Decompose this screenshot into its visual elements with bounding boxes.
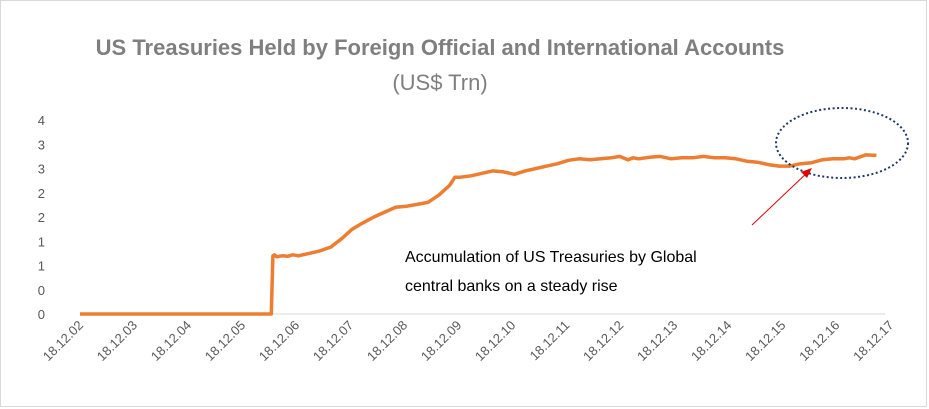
chart-title-unit: (US$ Trn): [392, 70, 488, 95]
x-axis-ticks: 18.12.02 18.12.03 18.12.04 18.12.05 18.12.06…: [40, 318, 897, 364]
y-tick-label: 2: [38, 186, 45, 201]
x-tick-label: 18.12.07: [310, 318, 356, 364]
x-tick-label: 18.12.16: [796, 318, 842, 364]
y-tick-label: 3: [38, 162, 45, 177]
x-tick-label: 18.12.17: [850, 318, 896, 364]
series-line: [80, 153, 877, 316]
y-tick-label: 0: [38, 283, 45, 298]
y-tick-label: 2: [38, 210, 45, 225]
x-tick-label: 18.12.06: [256, 318, 302, 364]
y-tick-label: 3: [38, 137, 45, 152]
x-tick-label: 18.12.13: [634, 318, 680, 364]
x-tick-label: 18.12.08: [364, 318, 410, 364]
x-tick-label: 18.12.09: [418, 318, 464, 364]
x-tick-label: 18.12.14: [688, 318, 734, 364]
annotation-arrow: [751, 169, 811, 226]
y-tick-label: 4: [38, 113, 45, 128]
chart-title-text: US Treasuries Held by Foreign Official a…: [95, 35, 785, 60]
highlight-ellipse: [775, 107, 909, 179]
x-tick-label: 18.12.03: [94, 318, 140, 364]
x-tick-label: 18.12.02: [40, 318, 86, 364]
x-tick-label: 18.12.05: [202, 318, 248, 364]
x-tick-label: 18.12.04: [148, 318, 194, 364]
x-tick-label: 18.12.10: [472, 318, 518, 364]
x-tick-label: 18.12.12: [580, 318, 626, 364]
x-tick-label: 18.12.15: [742, 318, 788, 364]
annotation-line-2: central banks on a steady rise: [405, 278, 618, 295]
y-tick-label: 0: [38, 307, 45, 322]
y-tick-label: 1: [38, 259, 45, 274]
annotation-line-1: Accumulation of US Treasuries by Global: [405, 249, 697, 266]
x-tick-label: 18.12.11: [527, 318, 573, 364]
y-axis-ticks: 0 0 1 1 2 2 3 3 4: [38, 113, 45, 322]
annotation-arrowhead: [801, 168, 812, 178]
chart-title: US Treasuries Held by Foreign Official a…: [60, 30, 820, 100]
y-tick-label: 1: [38, 234, 45, 249]
